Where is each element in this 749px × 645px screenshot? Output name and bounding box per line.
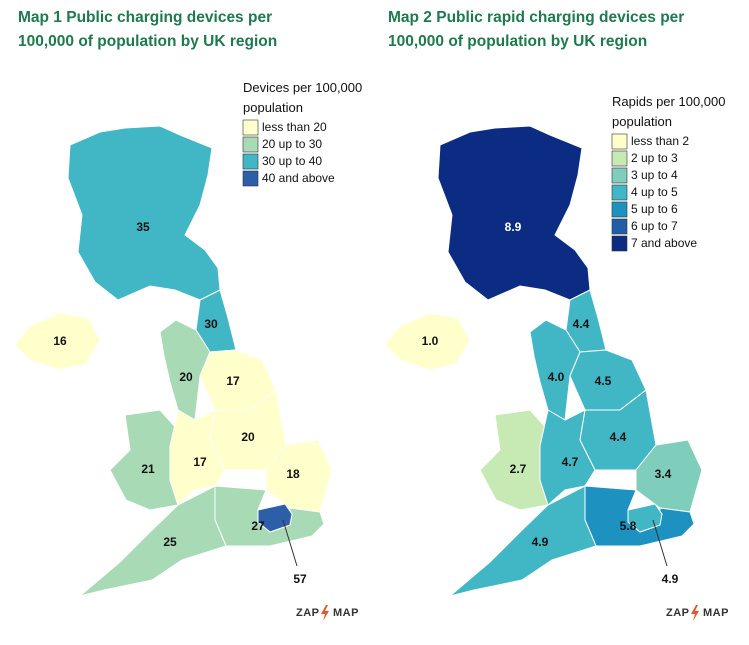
logo-text: MAP xyxy=(703,607,729,619)
region-value: 18 xyxy=(286,467,300,481)
map-title: Map 1 Public charging devices per xyxy=(18,9,272,26)
legend-label: 7 and above xyxy=(631,236,697,250)
legend-label: 6 up to 7 xyxy=(631,219,678,233)
region-value: 25 xyxy=(163,535,177,549)
legend-label: less than 20 xyxy=(262,120,327,134)
region-value: 35 xyxy=(136,220,150,234)
logo-text: MAP xyxy=(333,607,359,619)
region-value: 30 xyxy=(204,317,218,331)
leader-line xyxy=(652,519,668,567)
legend-label: less than 2 xyxy=(631,134,689,148)
region xyxy=(79,485,227,597)
legend-label: 40 and above xyxy=(262,171,335,185)
region-value: 8.9 xyxy=(505,220,522,234)
region-value: 21 xyxy=(141,462,155,476)
legend-swatch xyxy=(611,184,628,201)
region xyxy=(529,319,581,421)
region-value: 4.4 xyxy=(573,317,590,331)
region-value: 57 xyxy=(293,572,307,586)
region xyxy=(449,485,597,597)
map-title: 100,000 of population by UK region xyxy=(18,33,277,50)
region-value: 4.9 xyxy=(532,535,549,549)
region-value: 4.9 xyxy=(662,572,679,586)
legend-label: 4 up to 5 xyxy=(631,185,678,199)
legend-swatch xyxy=(611,167,628,184)
region-value: 2.7 xyxy=(510,462,527,476)
region xyxy=(109,409,179,511)
region-value: 20 xyxy=(179,370,193,384)
legend-label: 5 up to 6 xyxy=(631,202,678,216)
legend-label: 30 up to 40 xyxy=(262,154,322,168)
region-value: 16 xyxy=(53,334,67,348)
legend-swatch xyxy=(242,119,259,136)
region-value: 17 xyxy=(226,374,240,388)
legend-swatch xyxy=(611,150,628,167)
region-value: 4.4 xyxy=(610,430,627,444)
logo-bolt xyxy=(321,605,329,621)
region-value: 27 xyxy=(251,519,265,533)
leader-line xyxy=(282,519,298,567)
region-value: 17 xyxy=(193,455,207,469)
legend-title: population xyxy=(243,100,303,115)
legend-swatch xyxy=(611,235,628,252)
map-title: 100,000 of population by UK region xyxy=(388,33,647,50)
legend-label: 3 up to 4 xyxy=(631,168,678,182)
legend-swatch xyxy=(242,136,259,153)
logo-text: ZAP xyxy=(296,607,320,619)
region xyxy=(437,125,591,301)
legend-label: 2 up to 3 xyxy=(631,151,678,165)
legend-swatch xyxy=(242,170,259,187)
map-title: Map 2 Public rapid charging devices per xyxy=(388,9,684,26)
region xyxy=(257,503,293,533)
region xyxy=(14,312,101,371)
region-value: 20 xyxy=(241,430,255,444)
legend-title: Devices per 100,000 xyxy=(243,80,362,95)
region-value: 3.4 xyxy=(655,467,672,481)
region xyxy=(384,312,471,371)
legend-swatch xyxy=(611,201,628,218)
region-value: 1.0 xyxy=(422,334,439,348)
legend-title: population xyxy=(612,114,672,129)
region-value: 4.5 xyxy=(595,374,612,388)
region-value: 4.7 xyxy=(562,455,579,469)
region-value: 4.0 xyxy=(548,370,565,384)
logo-bolt xyxy=(691,605,699,621)
logo-text: ZAP xyxy=(666,607,690,619)
legend-swatch xyxy=(611,218,628,235)
legend-swatch xyxy=(611,133,628,150)
legend-label: 20 up to 30 xyxy=(262,137,322,151)
legend-title: Rapids per 100,000 xyxy=(612,94,725,109)
region-value: 5.8 xyxy=(620,519,637,533)
region xyxy=(67,125,221,301)
map-panel: Map 2 Public rapid charging devices per 1… xyxy=(384,9,729,621)
region xyxy=(479,409,549,511)
map-panel: Map 1 Public charging devices per 100,000… xyxy=(14,9,362,621)
region xyxy=(159,319,211,421)
legend-swatch xyxy=(242,153,259,170)
region xyxy=(627,503,663,533)
